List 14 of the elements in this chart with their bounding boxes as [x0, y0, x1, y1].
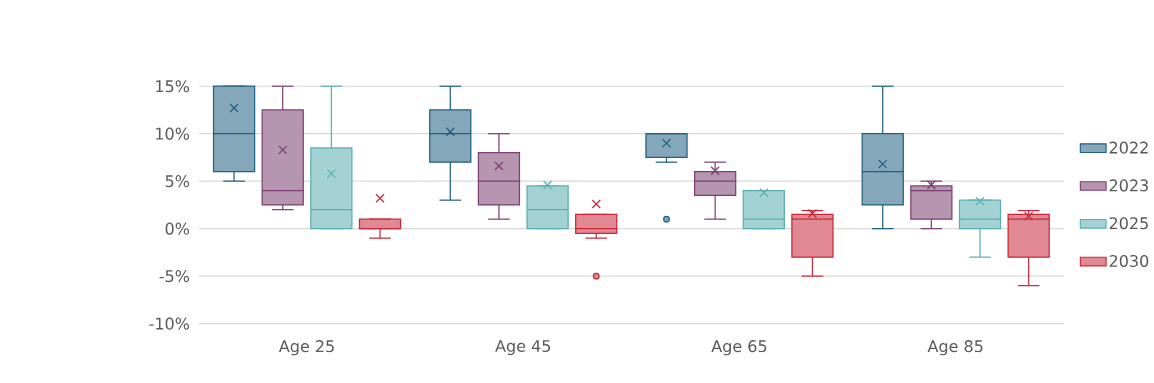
y-tick-label: 10%	[156, 127, 190, 140]
y-tick-label: 0%	[165, 222, 190, 235]
x-tick-label: Age 65	[711, 339, 767, 356]
y-tick-label: 5%	[165, 174, 190, 187]
legend-label: 2025	[1109, 216, 1148, 230]
x-tick-label: Age 45	[495, 339, 551, 355]
y-tick-label: 15%	[156, 79, 190, 93]
x-tick-label: Age 25	[278, 339, 334, 356]
y-tick-label: -5%	[159, 269, 190, 282]
legend-label: 2022	[1109, 141, 1148, 154]
legend-label: 2023	[1109, 179, 1148, 192]
legend-label: 2030	[1109, 254, 1149, 267]
x-tick-label: Age 85	[927, 339, 983, 356]
y-tick-label: -10%	[149, 317, 190, 330]
